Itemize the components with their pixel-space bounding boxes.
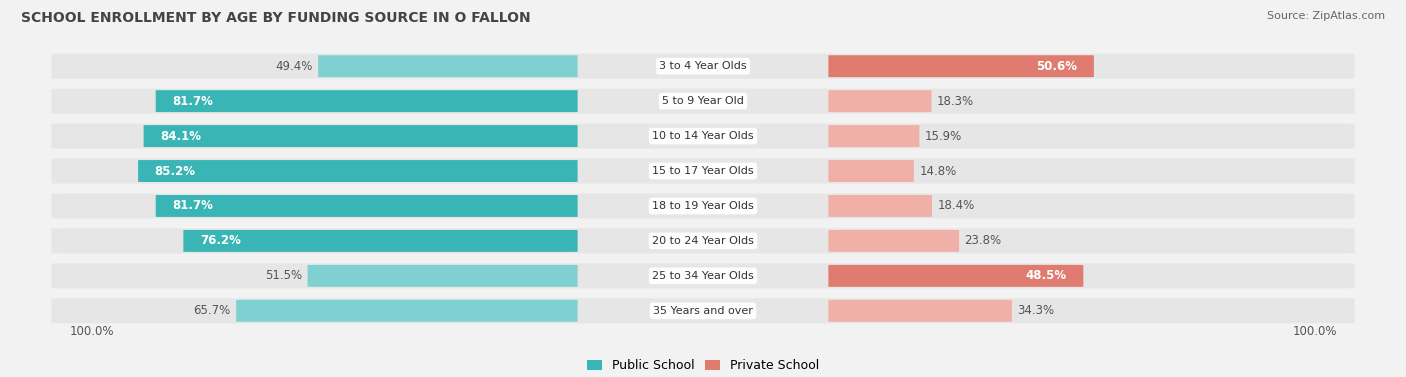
FancyBboxPatch shape [156, 90, 578, 112]
FancyBboxPatch shape [828, 230, 959, 252]
FancyBboxPatch shape [51, 264, 1355, 288]
Text: 100.0%: 100.0% [1292, 325, 1337, 337]
Text: 18 to 19 Year Olds: 18 to 19 Year Olds [652, 201, 754, 211]
FancyBboxPatch shape [828, 160, 914, 182]
FancyBboxPatch shape [183, 230, 578, 252]
FancyBboxPatch shape [828, 125, 920, 147]
Text: 34.3%: 34.3% [1018, 304, 1054, 317]
FancyBboxPatch shape [828, 90, 931, 112]
Text: 81.7%: 81.7% [172, 95, 214, 108]
Text: 5 to 9 Year Old: 5 to 9 Year Old [662, 96, 744, 106]
Text: 49.4%: 49.4% [276, 60, 312, 73]
Text: 3 to 4 Year Olds: 3 to 4 Year Olds [659, 61, 747, 71]
Text: 15 to 17 Year Olds: 15 to 17 Year Olds [652, 166, 754, 176]
Text: 14.8%: 14.8% [920, 164, 956, 178]
FancyBboxPatch shape [51, 158, 1355, 184]
FancyBboxPatch shape [51, 298, 1355, 323]
Text: 15.9%: 15.9% [925, 130, 962, 143]
Text: 85.2%: 85.2% [155, 164, 195, 178]
Text: 23.8%: 23.8% [965, 234, 1001, 247]
FancyBboxPatch shape [138, 160, 578, 182]
Text: 10 to 14 Year Olds: 10 to 14 Year Olds [652, 131, 754, 141]
FancyBboxPatch shape [828, 265, 1084, 287]
Text: 65.7%: 65.7% [194, 304, 231, 317]
FancyBboxPatch shape [51, 228, 1355, 253]
Text: SCHOOL ENROLLMENT BY AGE BY FUNDING SOURCE IN O FALLON: SCHOOL ENROLLMENT BY AGE BY FUNDING SOUR… [21, 11, 530, 25]
Text: 20 to 24 Year Olds: 20 to 24 Year Olds [652, 236, 754, 246]
FancyBboxPatch shape [51, 124, 1355, 149]
FancyBboxPatch shape [828, 55, 1094, 77]
Text: 18.4%: 18.4% [938, 199, 974, 213]
Text: 25 to 34 Year Olds: 25 to 34 Year Olds [652, 271, 754, 281]
Text: 76.2%: 76.2% [200, 234, 240, 247]
Legend: Public School, Private School: Public School, Private School [582, 354, 824, 377]
Text: 100.0%: 100.0% [69, 325, 114, 337]
Text: 81.7%: 81.7% [172, 199, 214, 213]
FancyBboxPatch shape [156, 195, 578, 217]
FancyBboxPatch shape [236, 300, 578, 322]
Text: 84.1%: 84.1% [160, 130, 201, 143]
FancyBboxPatch shape [828, 195, 932, 217]
FancyBboxPatch shape [828, 300, 1012, 322]
FancyBboxPatch shape [318, 55, 578, 77]
FancyBboxPatch shape [51, 54, 1355, 79]
Text: 51.5%: 51.5% [264, 269, 302, 282]
FancyBboxPatch shape [51, 89, 1355, 113]
Text: 48.5%: 48.5% [1025, 269, 1067, 282]
Text: 35 Years and over: 35 Years and over [652, 306, 754, 316]
FancyBboxPatch shape [308, 265, 578, 287]
Text: Source: ZipAtlas.com: Source: ZipAtlas.com [1267, 11, 1385, 21]
Text: 50.6%: 50.6% [1036, 60, 1077, 73]
FancyBboxPatch shape [143, 125, 578, 147]
Text: 18.3%: 18.3% [936, 95, 974, 108]
FancyBboxPatch shape [51, 193, 1355, 219]
